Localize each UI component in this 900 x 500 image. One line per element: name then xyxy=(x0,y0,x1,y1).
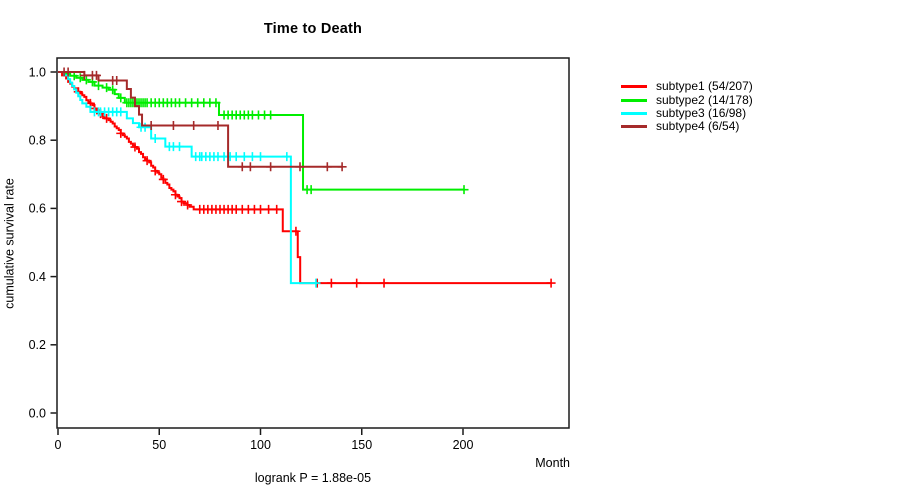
subtype1-line-swatch xyxy=(621,85,647,89)
legend-row-subtype1: subtype1 (54/207) xyxy=(621,80,753,93)
y-tick-label: 0.8 xyxy=(29,134,46,148)
logrank-pvalue: logrank P = 1.88e-05 xyxy=(254,471,372,485)
x-axis-label: Month xyxy=(535,456,570,470)
legend-label-subtype1: subtype1 (54/207) xyxy=(656,79,753,94)
x-tick-label: 150 xyxy=(351,438,372,452)
subtype3-line-swatch xyxy=(621,111,647,115)
legend-row-subtype3: subtype3 (16/98) xyxy=(621,105,753,120)
censor-marks-subtype1 xyxy=(73,87,556,288)
legend-label-subtype3: subtype3 (16/98) xyxy=(656,105,747,120)
y-tick-label: 0.4 xyxy=(29,270,46,284)
legend: subtype1 (54/207) subtype2 (14/178) subt… xyxy=(621,80,753,134)
censor-marks-subtype3 xyxy=(89,107,321,288)
censor-marks-subtype2 xyxy=(69,71,469,195)
plot-box xyxy=(56,57,570,429)
subtype4-line-swatch xyxy=(621,125,647,129)
chart-title: Time to Death xyxy=(263,21,363,37)
legend-row-subtype2: subtype2 (14/178) xyxy=(621,93,753,106)
legend-label-subtype4: subtype4 (6/54) xyxy=(656,119,740,134)
y-tick-label: 1.0 xyxy=(29,65,46,79)
x-tick-label: 100 xyxy=(250,438,271,452)
legend-label-subtype2: subtype2 (14/178) xyxy=(656,92,753,107)
x-tick-label: 0 xyxy=(55,438,62,452)
subtype2-line-swatch xyxy=(621,98,647,102)
censor-marks-subtype4 xyxy=(59,67,347,172)
curve-subtype3 xyxy=(58,71,317,285)
y-tick-label: 0.6 xyxy=(29,202,46,216)
x-tick-label: 200 xyxy=(453,438,474,452)
y-tick-label: 0.0 xyxy=(29,406,46,420)
y-tick-label: 0.2 xyxy=(29,338,46,352)
legend-row-subtype4: subtype4 (6/54) xyxy=(621,120,753,133)
x-tick-label: 50 xyxy=(152,438,166,452)
